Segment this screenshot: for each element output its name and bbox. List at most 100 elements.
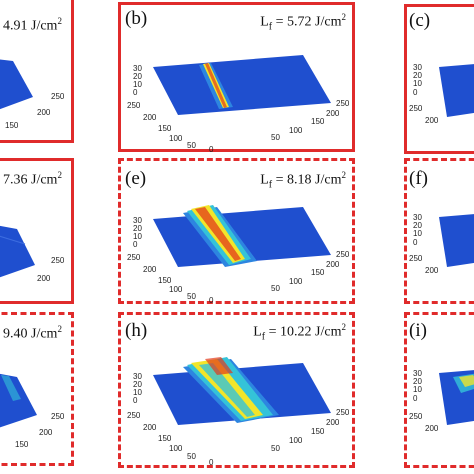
svg-text:0: 0 (413, 88, 418, 97)
svg-text:200: 200 (425, 266, 439, 275)
svg-text:200: 200 (425, 424, 439, 433)
surface-plot-g: 150 200 250 (0, 373, 65, 449)
panel-c: 30 20 10 0 250 200 (c) (404, 4, 474, 154)
svg-text:200: 200 (425, 116, 439, 125)
svg-text:150: 150 (311, 117, 325, 126)
svg-text:100: 100 (289, 436, 303, 445)
fluence-label-d: 7.36 J/cm2 (3, 170, 62, 188)
panel-i: 30 20 10 0 250 200 (i) (404, 312, 474, 468)
svg-text:20: 20 (133, 380, 142, 389)
svg-text:20: 20 (133, 224, 142, 233)
svg-text:200: 200 (39, 428, 53, 437)
svg-text:250: 250 (336, 250, 350, 259)
svg-text:0: 0 (413, 238, 418, 247)
svg-text:150: 150 (158, 124, 172, 133)
fluence-label-g: 9.40 J/cm2 (3, 324, 62, 342)
panel-label-i: (i) (409, 320, 427, 341)
svg-text:200: 200 (37, 274, 51, 283)
panel-g: 150 200 250 9.40 J/cm2 (0, 312, 74, 466)
surface-plot-c: 30 20 10 0 250 200 (409, 63, 474, 125)
svg-text:100: 100 (169, 134, 183, 143)
svg-text:20: 20 (413, 221, 422, 230)
svg-text:250: 250 (336, 408, 350, 417)
panel-label-b: (b) (125, 8, 148, 29)
svg-text:250: 250 (409, 254, 423, 263)
svg-text:30: 30 (133, 372, 142, 381)
svg-text:150: 150 (311, 427, 325, 436)
svg-text:250: 250 (409, 104, 423, 113)
svg-text:50: 50 (187, 452, 196, 461)
panel-label-e: (e) (125, 168, 147, 189)
svg-text:50: 50 (187, 292, 196, 301)
svg-text:0: 0 (209, 458, 214, 467)
svg-text:10: 10 (133, 388, 142, 397)
svg-text:250: 250 (127, 411, 141, 420)
svg-text:0: 0 (209, 145, 214, 154)
svg-text:10: 10 (413, 229, 422, 238)
svg-text:20: 20 (413, 71, 422, 80)
svg-text:30: 30 (413, 63, 422, 72)
surface-plot-b: 30 20 10 0 250 200 150 100 50 0 50 100 1… (127, 55, 350, 154)
svg-text:150: 150 (158, 434, 172, 443)
svg-text:150: 150 (311, 268, 325, 277)
svg-text:200: 200 (326, 109, 340, 118)
svg-text:200: 200 (326, 260, 340, 269)
svg-text:100: 100 (289, 126, 303, 135)
fluence-label-e: Lf = 8.18 J/cm2 (260, 170, 346, 191)
svg-text:250: 250 (51, 412, 65, 421)
panel-d: 200 250 7.36 J/cm2 (0, 158, 74, 304)
svg-text:10: 10 (133, 232, 142, 241)
svg-text:0: 0 (133, 240, 138, 249)
panel-b: 30 20 10 0 250 200 150 100 50 0 50 100 1… (118, 2, 355, 154)
fluence-label-b: Lf = 5.72 J/cm2 (260, 12, 346, 33)
panel-label-c: (c) (409, 10, 431, 31)
svg-text:0: 0 (133, 396, 138, 405)
svg-text:200: 200 (143, 423, 157, 432)
svg-text:0: 0 (413, 394, 418, 403)
surface-plot-e: 30 20 10 0 250 200 150 100 50 0 50 100 1… (127, 205, 350, 305)
svg-text:20: 20 (133, 72, 142, 81)
svg-text:50: 50 (271, 284, 280, 293)
svg-text:50: 50 (271, 444, 280, 453)
panel-h: 30 20 10 0 250 200 150 100 50 0 50 100 1… (118, 312, 355, 468)
fluence-label-a: 4.91 J/cm2 (3, 16, 62, 34)
panel-f: 30 20 10 0 250 200 (f) (404, 158, 474, 304)
svg-text:250: 250 (336, 99, 350, 108)
surface-plot-i: 30 20 10 0 250 200 (409, 369, 474, 433)
svg-text:200: 200 (143, 113, 157, 122)
svg-text:0: 0 (133, 88, 138, 97)
svg-text:100: 100 (169, 444, 183, 453)
svg-text:150: 150 (5, 121, 19, 130)
surface-plot-f: 30 20 10 0 250 200 (409, 213, 474, 275)
panel-label-f: (f) (409, 168, 428, 189)
svg-text:10: 10 (413, 385, 422, 394)
svg-text:0: 0 (209, 296, 214, 305)
svg-text:200: 200 (326, 418, 340, 427)
svg-text:10: 10 (133, 80, 142, 89)
svg-text:250: 250 (127, 253, 141, 262)
svg-text:250: 250 (127, 101, 141, 110)
svg-text:20: 20 (413, 377, 422, 386)
panel-e: 30 20 10 0 250 200 150 100 50 0 50 100 1… (118, 158, 355, 305)
svg-text:10: 10 (413, 79, 422, 88)
svg-text:200: 200 (143, 265, 157, 274)
svg-text:250: 250 (409, 412, 423, 421)
fluence-label-h: Lf = 10.22 J/cm2 (253, 322, 346, 343)
panel-a: 150 200 250 4.91 J/cm2 (0, 0, 74, 143)
svg-text:50: 50 (187, 141, 196, 150)
surface-plot-a: 150 200 250 (0, 59, 65, 130)
surface-plot-h: 30 20 10 0 250 200 150 100 50 0 50 100 1… (127, 357, 350, 467)
svg-text:30: 30 (133, 64, 142, 73)
svg-text:150: 150 (158, 276, 172, 285)
surface-plot-d: 200 250 (0, 225, 65, 283)
svg-text:30: 30 (413, 369, 422, 378)
svg-text:30: 30 (133, 216, 142, 225)
svg-text:250: 250 (51, 256, 65, 265)
svg-text:150: 150 (15, 440, 29, 449)
svg-text:50: 50 (271, 133, 280, 142)
svg-text:30: 30 (413, 213, 422, 222)
svg-text:250: 250 (51, 92, 65, 101)
svg-text:100: 100 (169, 285, 183, 294)
svg-text:100: 100 (289, 277, 303, 286)
panel-label-h: (h) (125, 320, 148, 341)
